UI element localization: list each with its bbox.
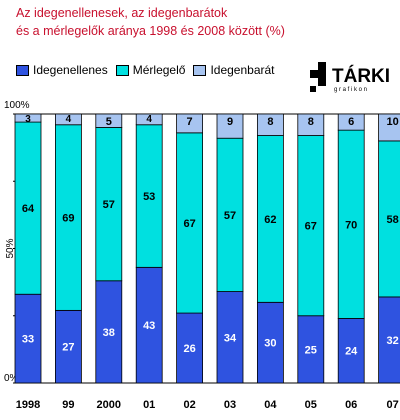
tarki-logo-mark-icon [310,62,326,92]
bar-idegenellenes [14,293,42,384]
data-label-merlegelo: 64 [22,203,35,215]
data-label-idegenellenes: 33 [22,334,34,346]
bar-idegenellenes [55,309,82,384]
x-tick-label: 02 [183,399,195,411]
data-label-idegenellenes: 30 [264,338,276,350]
bar-merlegelo [95,127,123,282]
legend-label-idegenbarat: Idegenbarát [210,63,275,77]
legend-swatch-idegenbarat [193,64,207,76]
data-label-idegenellenes: 38 [103,327,115,339]
data-label-idegenellenes: 34 [224,332,237,344]
data-label-merlegelo: 67 [183,218,195,230]
bar-idegenbarat [55,113,82,126]
bar-idegenellenes [337,318,365,384]
x-tick-label: 2000 [97,399,121,411]
data-label-idegenbarat: 10 [386,116,398,128]
data-label-idegenbarat: 8 [267,116,273,128]
y-tick-label: 0% [4,373,19,384]
data-label-merlegelo: 67 [305,221,317,233]
data-label-merlegelo: 69 [62,213,74,225]
data-label-idegenellenes: 27 [62,342,74,354]
data-label-idegenellenes: 43 [143,320,155,332]
legend-item-idegenbarat: Idegenbarát [193,63,275,77]
bar-idegenbarat [95,113,123,128]
bar-merlegelo [176,132,204,314]
data-label-idegenbarat: 3 [25,114,31,125]
bar-idegenbarat [337,113,365,131]
legend-label-idegenellenes: Idegenellenes [33,63,108,77]
legend-swatch-merlegelo [115,64,129,76]
data-label-idegenbarat: 9 [227,116,233,128]
x-tick-label: 1998 [16,399,40,411]
data-label-idegenbarat: 6 [348,116,354,128]
data-label-idegenellenes: 32 [386,335,398,347]
bar-idegenbarat [378,113,400,142]
legend-item-idegenellenes: Idegenellenes [16,63,108,77]
bar-idegenbarat [216,113,244,139]
data-label-idegenellenes: 24 [345,346,358,358]
data-label-merlegelo: 57 [103,199,115,211]
bar-idegenbarat [176,113,204,134]
bar-idegenellenes [297,315,325,384]
bar-merlegelo [337,129,365,319]
bar-merlegelo [297,135,325,317]
data-label-idegenbarat: 4 [66,114,72,125]
bar-idegenellenes [256,301,284,384]
data-label-merlegelo: 58 [386,214,398,226]
y-tick-label: 50% [5,238,16,258]
legend-item-merlegelo: Mérlegelő [115,63,186,77]
bar-merlegelo [216,137,244,292]
x-tick-label: 05 [305,399,317,411]
bar-idegenbarat [297,113,325,136]
chart-title-line-2: és a mérlegelők aránya 1998 és 2008 közö… [16,24,285,38]
x-tick-label: 06 [345,399,357,411]
data-label-merlegelo: 70 [345,219,357,231]
data-label-idegenbarat: 5 [106,116,112,128]
data-label-idegenellenes: 25 [305,344,317,356]
tarki-logo-text: TÁRKI [332,65,390,87]
chart-title-line-1: Az idegenellenesek, az idegenbarátok [16,6,228,20]
legend-swatch-idegenellenes [16,64,29,76]
bar-merlegelo [55,124,82,311]
x-tick-label: 04 [264,399,277,411]
tarki-logo: TÁRKI g r a f i k o n [310,62,390,93]
bar-merlegelo [135,124,163,268]
bar-idegenbarat [14,113,42,123]
data-label-merlegelo: 53 [143,191,155,203]
bar-idegenellenes [176,312,204,384]
data-label-idegenellenes: 26 [183,343,195,355]
y-tick-label: 100% [4,100,30,111]
data-label-merlegelo: 57 [224,210,236,222]
bar-idegenellenes [95,280,123,384]
data-label-idegenbarat: 4 [146,114,152,125]
legend: Idegenellenes Mérlegelő Idegenbarát [16,63,283,77]
bar-idegenellenes [135,266,163,384]
tarki-logo-subtext: g r a f i k o n [334,87,367,93]
data-label-idegenbarat: 8 [308,116,314,128]
data-label-idegenbarat: 7 [187,116,193,128]
bar-merlegelo [256,135,284,303]
bar-idegenbarat [256,113,284,136]
legend-label-merlegelo: Mérlegelő [132,63,186,77]
x-tick-label: 99 [62,399,74,411]
x-tick-label: 03 [224,399,236,411]
x-tick-label: 07 [386,399,398,411]
chart-title: Az idegenellenesek, az idegenbarátok és … [16,4,316,40]
data-label-merlegelo: 62 [264,214,276,226]
bar-idegenbarat [135,113,163,126]
x-tick-label: 01 [143,399,155,411]
